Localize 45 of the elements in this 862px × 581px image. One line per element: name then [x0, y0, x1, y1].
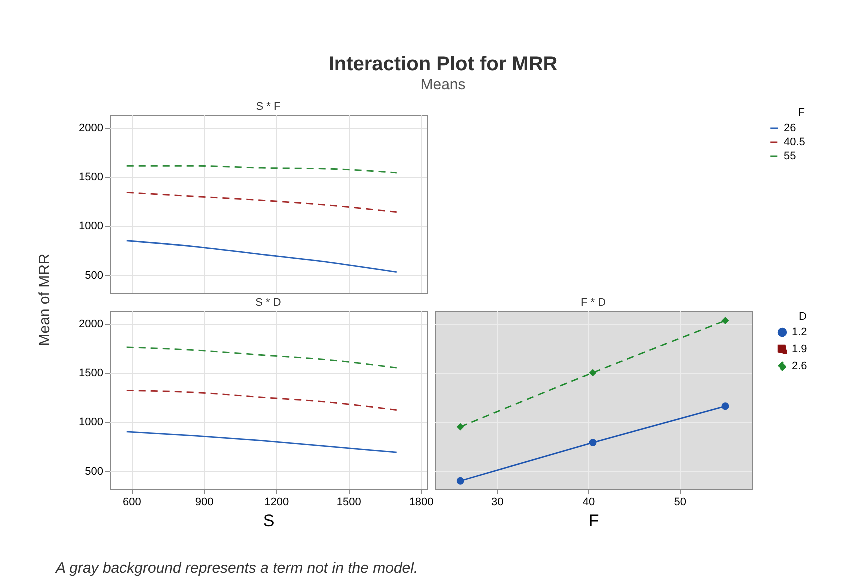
x-tick-label: 1800 [409, 496, 434, 508]
x-tick-label: 50 [674, 496, 686, 508]
point [722, 317, 730, 325]
point [722, 402, 730, 410]
legend-label: 1.2 [792, 326, 808, 338]
x-tick-label: 900 [195, 496, 214, 508]
text: A gray background represents a term not in the model. [56, 560, 418, 577]
x-tick-label: 1200 [264, 496, 290, 508]
line-series [126, 192, 398, 214]
y-axis-title: Mean of MRR [36, 254, 54, 346]
line-series [126, 390, 398, 412]
point [589, 369, 597, 377]
line-series [126, 431, 398, 454]
x-axis-title: S [263, 512, 275, 530]
point [456, 423, 464, 431]
x-tick-label: 1500 [336, 496, 362, 508]
y-tick-label: 1000 [79, 416, 104, 429]
y-tick-label: 2000 [79, 122, 104, 134]
x-tick-label: 30 [491, 496, 504, 508]
y-tick-label: 1500 [79, 171, 104, 184]
line-series [126, 240, 398, 274]
text: Interaction Plot for MRR [328, 54, 558, 76]
chart-title: S * F [256, 101, 282, 113]
y-tick-label: 1500 [79, 367, 104, 380]
y-tick-label: 500 [85, 270, 104, 282]
legend-label: 1.9 [792, 344, 808, 356]
legend-label: 2.6 [792, 360, 808, 372]
x-tick-label: 600 [123, 496, 142, 508]
y-tick-label: 500 [85, 466, 104, 478]
chart-title: F * D [580, 297, 606, 309]
line-series [126, 346, 398, 369]
legend-label: 55 [784, 150, 796, 162]
legend-title: D [799, 311, 808, 323]
x-tick-label: 40 [582, 496, 596, 508]
point [589, 439, 597, 446]
legend-label: 26 [784, 122, 796, 134]
y-tick-label: 1000 [79, 220, 104, 233]
text: Means [420, 76, 466, 94]
point [456, 477, 464, 485]
chart-title: S * D [256, 297, 282, 309]
x-axis-title: F [588, 512, 600, 530]
line-series [126, 165, 398, 174]
legend-label: 40.5 [784, 136, 806, 148]
legend-title: F [798, 107, 806, 119]
y-tick-label: 2000 [79, 318, 104, 330]
